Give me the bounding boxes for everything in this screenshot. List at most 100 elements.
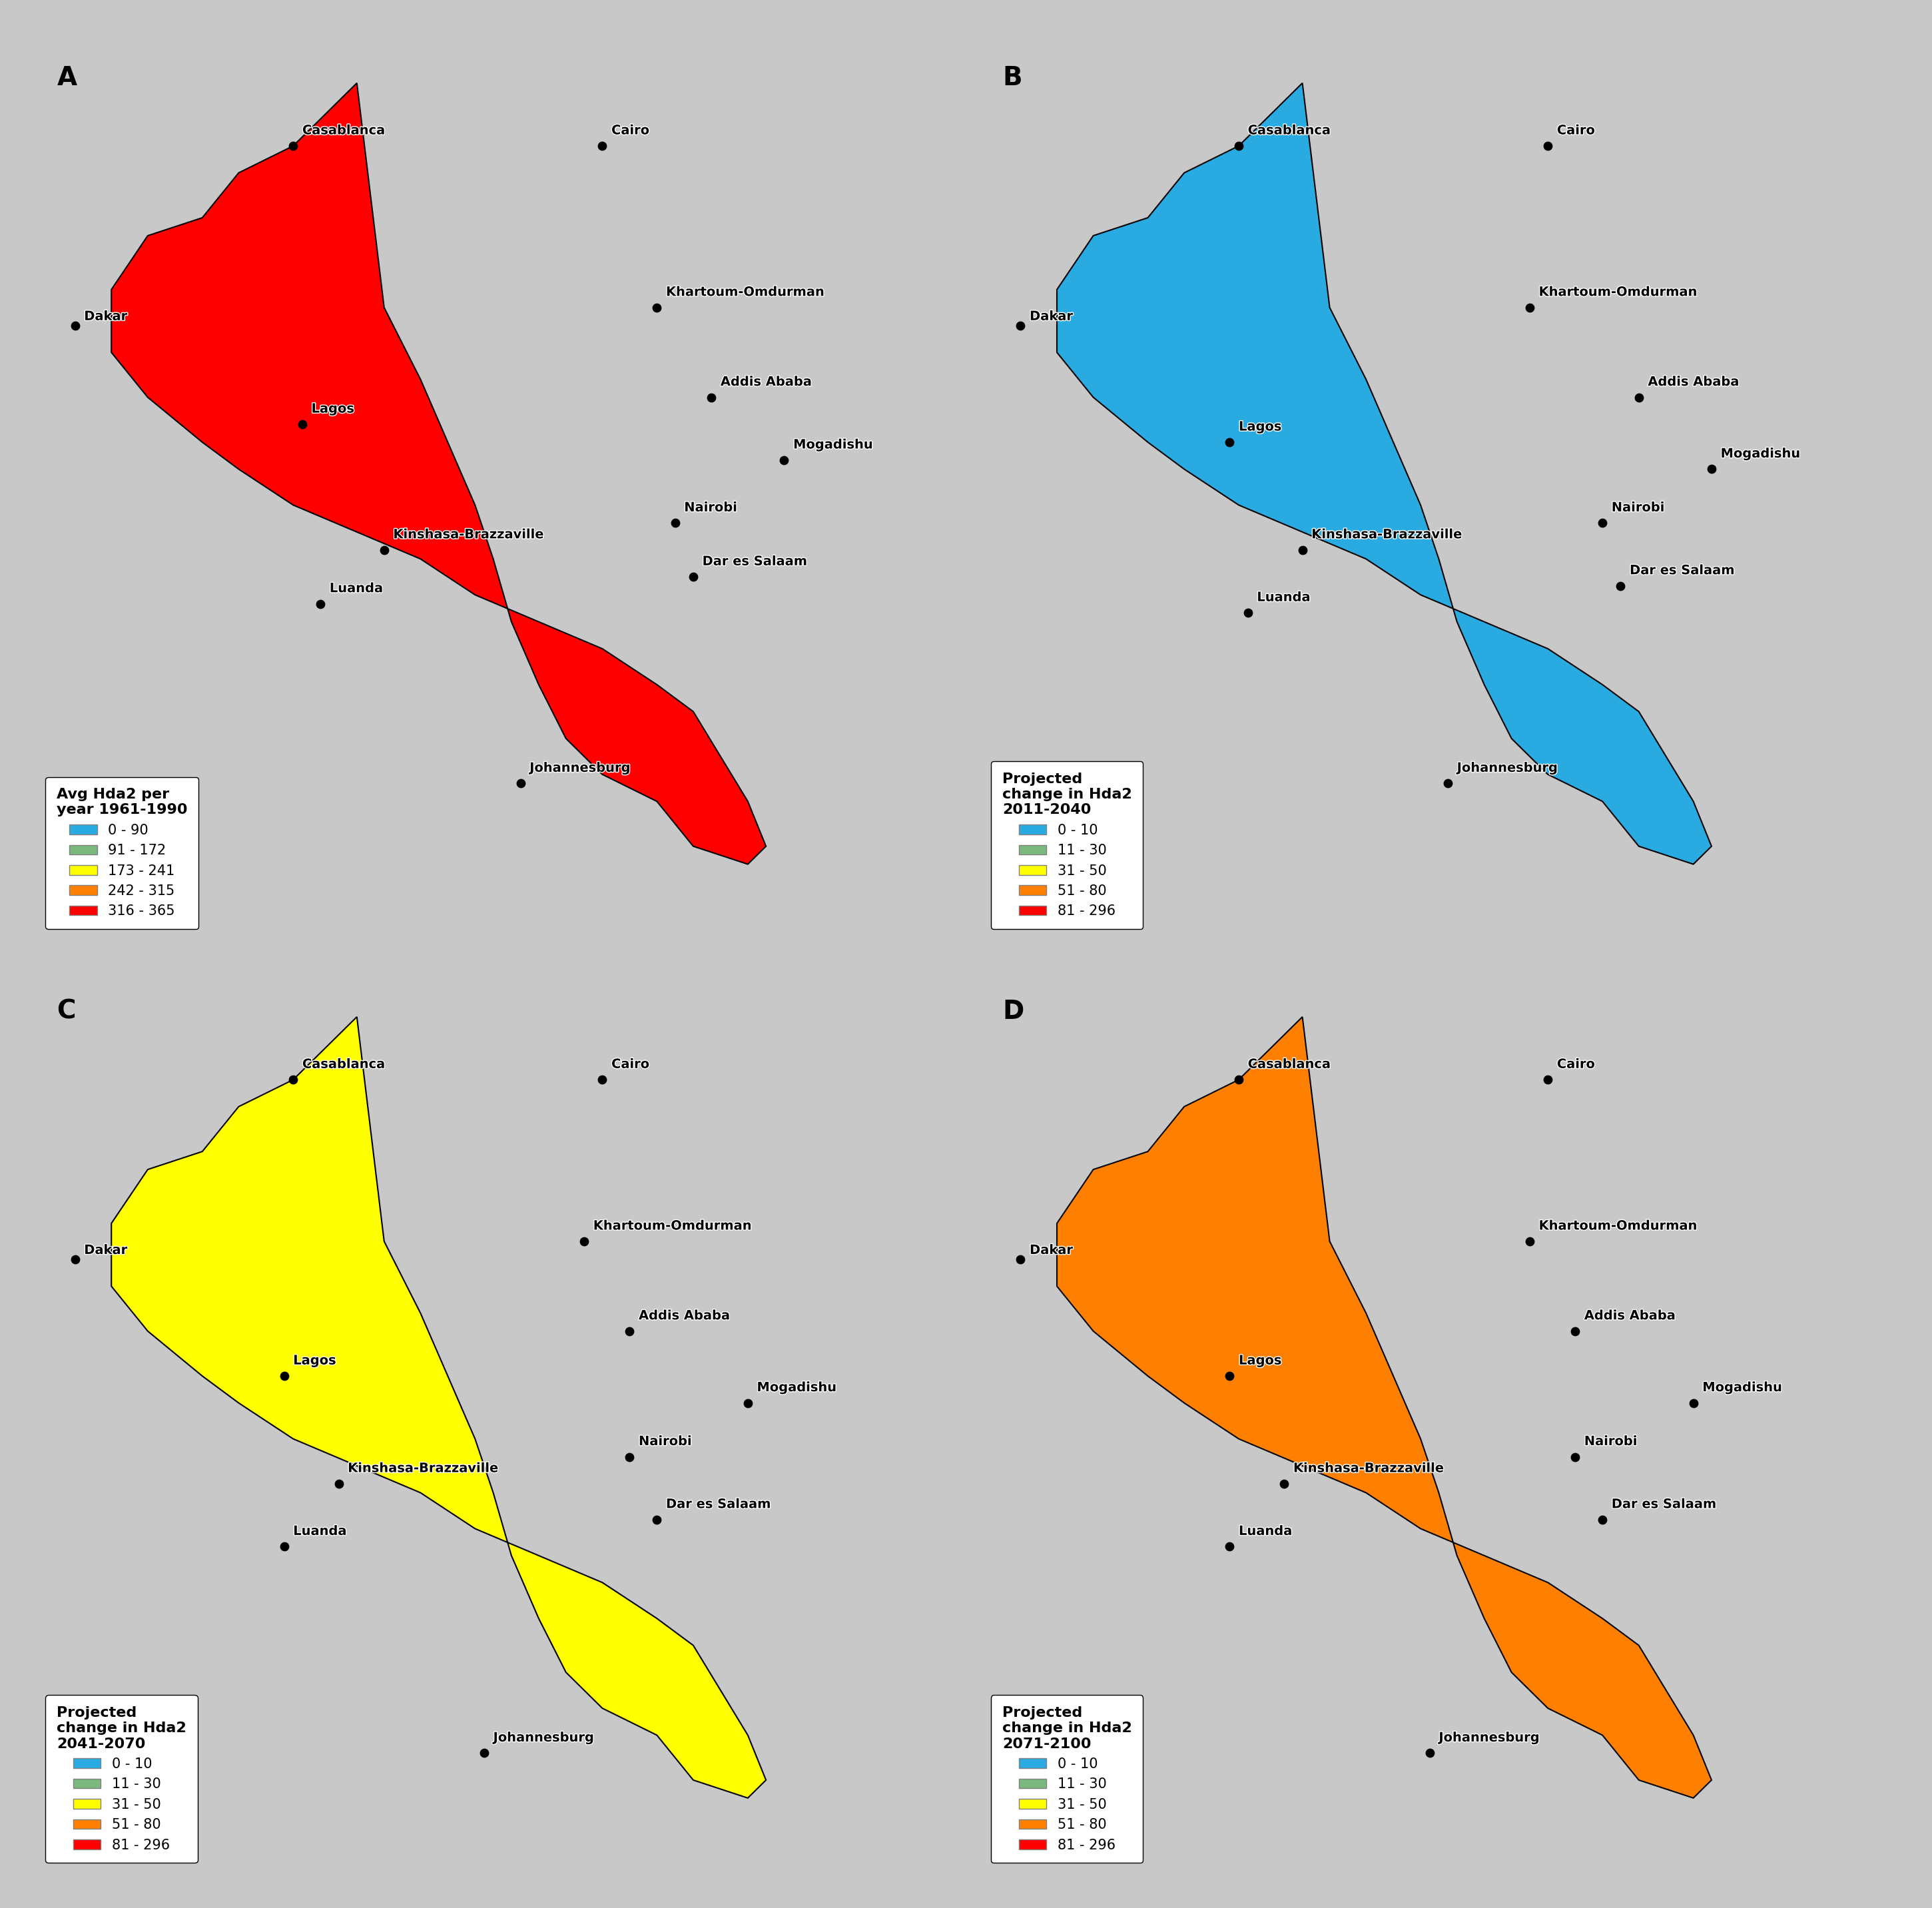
Text: A: A (56, 65, 77, 90)
Point (1005, 311, 1036, 342)
Text: Addis Ababa: Addis Ababa (639, 1309, 730, 1322)
Text: Khartoum-Omdurman: Khartoum-Omdurman (593, 1219, 752, 1233)
Point (1223, 1065, 1254, 1095)
Point (1515, 292, 1546, 322)
Point (732, 1387, 763, 1418)
Text: Mogadishu: Mogadishu (1721, 448, 1801, 460)
Text: Casablanca: Casablanca (301, 1059, 384, 1070)
Text: Kinshasa-Brazzaville: Kinshasa-Brazzaville (1293, 1462, 1443, 1475)
Text: Johannesburg: Johannesburg (529, 761, 630, 775)
Point (469, 1738, 500, 1769)
Point (696, 382, 726, 412)
Text: Nairobi: Nairobi (1611, 502, 1665, 513)
Text: Luanda: Luanda (1258, 591, 1310, 603)
Text: Johannesburg: Johannesburg (1439, 1731, 1540, 1744)
Text: Dakar: Dakar (85, 1244, 128, 1257)
Text: Dakar: Dakar (1030, 311, 1072, 322)
Legend: 0 - 10, 11 - 30, 31 - 50, 51 - 80, 81 - 296: 0 - 10, 11 - 30, 31 - 50, 51 - 80, 81 - … (991, 761, 1144, 929)
Text: Cairo: Cairo (1557, 124, 1596, 137)
Text: Johannesburg: Johannesburg (1457, 761, 1557, 775)
Point (614, 1317, 645, 1347)
Text: Khartoum-Omdurman: Khartoum-Omdurman (1538, 286, 1698, 298)
Text: Dar es Salaam: Dar es Salaam (703, 555, 808, 569)
Point (641, 1504, 672, 1534)
Text: Nairobi: Nairobi (684, 502, 738, 513)
Text: Cairo: Cairo (611, 124, 649, 137)
Text: Casablanca: Casablanca (1248, 1059, 1331, 1070)
Text: Dar es Salaam: Dar es Salaam (1611, 1498, 1716, 1511)
Text: Kinshasa-Brazzaville: Kinshasa-Brazzaville (348, 1462, 498, 1475)
Point (1677, 1387, 1708, 1418)
Point (1696, 454, 1727, 485)
Point (323, 1469, 354, 1500)
Text: Dar es Salaam: Dar es Salaam (667, 1498, 771, 1511)
Point (659, 508, 690, 538)
Point (1287, 534, 1318, 565)
Text: Johannesburg: Johannesburg (493, 1731, 595, 1744)
Point (1605, 570, 1636, 601)
Text: Nairobi: Nairobi (1584, 1435, 1636, 1448)
Point (1432, 769, 1463, 799)
Polygon shape (112, 84, 765, 864)
Point (1559, 1317, 1590, 1347)
Text: Cairo: Cairo (611, 1059, 649, 1070)
Text: Lagos: Lagos (311, 403, 354, 416)
Point (269, 1532, 299, 1563)
Text: Lagos: Lagos (1238, 1355, 1281, 1366)
Point (1213, 1532, 1244, 1563)
Point (614, 1442, 645, 1473)
Text: Lagos: Lagos (294, 1355, 336, 1366)
Text: Casablanca: Casablanca (1248, 124, 1331, 137)
Legend: 0 - 10, 11 - 30, 31 - 50, 51 - 80, 81 - 296: 0 - 10, 11 - 30, 31 - 50, 51 - 80, 81 - … (46, 1694, 197, 1862)
Text: D: D (1003, 1000, 1024, 1025)
Point (1586, 508, 1617, 538)
Text: Luanda: Luanda (330, 582, 383, 595)
Text: Khartoum-Omdurman: Khartoum-Omdurman (667, 286, 825, 298)
Point (769, 445, 800, 475)
Point (1559, 1442, 1590, 1473)
Polygon shape (1057, 84, 1712, 864)
Text: Dar es Salaam: Dar es Salaam (1631, 565, 1735, 576)
Point (1515, 1227, 1546, 1257)
Legend: 0 - 10, 11 - 30, 31 - 50, 51 - 80, 81 - 296: 0 - 10, 11 - 30, 31 - 50, 51 - 80, 81 - … (991, 1694, 1144, 1862)
Polygon shape (112, 1017, 765, 1797)
Point (568, 1227, 599, 1257)
Point (1414, 1738, 1445, 1769)
Text: Addis Ababa: Addis Ababa (1648, 376, 1739, 389)
Text: Mogadishu: Mogadishu (1702, 1381, 1781, 1395)
Point (369, 534, 400, 565)
Point (278, 130, 309, 160)
Point (278, 1065, 309, 1095)
Point (678, 561, 709, 591)
Point (1269, 1469, 1300, 1500)
Text: Addis Ababa: Addis Ababa (721, 376, 811, 389)
Text: Dakar: Dakar (85, 311, 128, 322)
Text: Luanda: Luanda (294, 1524, 346, 1538)
Point (60, 1244, 91, 1275)
Point (641, 292, 672, 322)
Text: Nairobi: Nairobi (639, 1435, 692, 1448)
Point (587, 130, 618, 160)
Point (1532, 1065, 1563, 1095)
Text: Mogadishu: Mogadishu (757, 1381, 837, 1395)
Point (60, 311, 91, 342)
Text: Kinshasa-Brazzaville: Kinshasa-Brazzaville (1312, 529, 1463, 542)
Text: Cairo: Cairo (1557, 1059, 1596, 1070)
Text: Khartoum-Omdurman: Khartoum-Omdurman (1538, 1219, 1698, 1233)
Text: Addis Ababa: Addis Ababa (1584, 1309, 1675, 1322)
Text: Casablanca: Casablanca (301, 124, 384, 137)
Text: Kinshasa-Brazzaville: Kinshasa-Brazzaville (394, 529, 543, 542)
Point (1233, 597, 1264, 628)
Text: B: B (1003, 65, 1022, 90)
Text: Dakar: Dakar (1030, 1244, 1072, 1257)
Polygon shape (1057, 1017, 1712, 1797)
Point (1586, 1504, 1617, 1534)
Point (286, 408, 317, 439)
Point (1213, 1360, 1244, 1391)
Point (1005, 1244, 1036, 1275)
Point (1213, 427, 1244, 458)
Legend: 0 - 90, 91 - 172, 173 - 241, 242 - 315, 316 - 365: 0 - 90, 91 - 172, 173 - 241, 242 - 315, … (46, 777, 199, 929)
Text: Lagos: Lagos (1238, 420, 1281, 433)
Point (305, 588, 336, 618)
Point (504, 769, 535, 799)
